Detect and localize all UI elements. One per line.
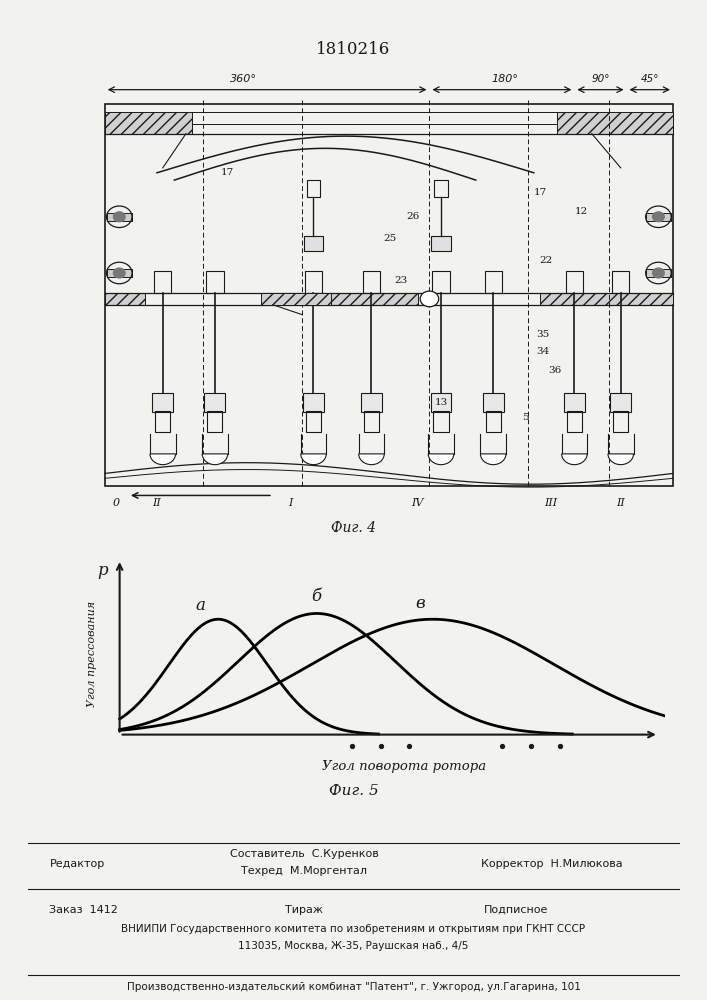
Text: III: III [544, 498, 558, 508]
Bar [564, 393, 585, 412]
Text: 22: 22 [539, 256, 553, 265]
Text: Подписное: Подписное [484, 905, 549, 915]
Text: Заказ  1412: Заказ 1412 [49, 905, 118, 915]
Text: I: I [288, 498, 293, 508]
Bar [107, 269, 132, 277]
Text: 13: 13 [436, 398, 448, 407]
Text: 12: 12 [574, 207, 588, 216]
Wedge shape [358, 454, 384, 465]
Bar [539, 293, 673, 305]
Text: 180°: 180° [491, 74, 518, 84]
Bar [207, 411, 223, 432]
Bar [105, 112, 192, 134]
Text: II: II [617, 498, 625, 508]
Bar [613, 411, 629, 432]
Bar [567, 411, 582, 432]
Text: Производственно-издательский комбинат "Патент", г. Ужгород, ул.Гагарина, 101: Производственно-издательский комбинат "П… [127, 982, 580, 992]
Bar [302, 293, 418, 305]
Wedge shape [561, 454, 587, 465]
Text: 17: 17 [221, 168, 234, 177]
Wedge shape [428, 454, 454, 465]
Bar [431, 393, 452, 412]
Text: 0: 0 [113, 498, 120, 508]
Text: 5: 5 [522, 413, 529, 422]
Text: Угол поворота ротора: Угол поворота ротора [322, 760, 486, 773]
Bar [364, 411, 379, 432]
Text: 17: 17 [534, 188, 547, 197]
Bar [612, 271, 629, 293]
Text: Редактор: Редактор [49, 859, 105, 869]
Wedge shape [202, 454, 228, 465]
Text: 45°: 45° [641, 74, 659, 84]
Bar [105, 293, 146, 305]
Bar [434, 180, 448, 197]
Bar [566, 271, 583, 293]
Bar [303, 236, 323, 251]
Text: Корректор  Н.Милюкова: Корректор Н.Милюкова [481, 859, 622, 869]
Text: 34: 34 [537, 347, 550, 356]
Text: 1810216: 1810216 [316, 41, 391, 58]
Bar [431, 236, 451, 251]
Wedge shape [150, 454, 175, 465]
Bar [433, 411, 448, 432]
Wedge shape [481, 454, 506, 465]
Bar [307, 180, 320, 197]
Bar [610, 393, 631, 412]
Text: а: а [195, 597, 205, 614]
Text: Фиг. 4: Фиг. 4 [331, 520, 376, 534]
Bar [483, 393, 503, 412]
Text: 25: 25 [383, 234, 397, 243]
Text: ВНИИПИ Государственного комитета по изобретениям и открытиям при ГКНТ СССР: ВНИИПИ Государственного комитета по изоб… [122, 924, 585, 934]
Bar [306, 411, 321, 432]
Bar [206, 271, 223, 293]
Bar [154, 271, 172, 293]
Bar [303, 393, 324, 412]
Circle shape [653, 268, 665, 278]
Text: 113035, Москва, Ж-35, Раушская наб., 4/5: 113035, Москва, Ж-35, Раушская наб., 4/5 [238, 941, 469, 951]
Wedge shape [300, 454, 326, 465]
Circle shape [420, 291, 439, 307]
Text: 35: 35 [537, 330, 550, 339]
Text: Тираж: Тираж [285, 905, 323, 915]
Text: 90°: 90° [591, 74, 609, 84]
Text: II: II [153, 498, 161, 508]
Text: IV: IV [411, 498, 424, 508]
Bar [361, 393, 382, 412]
Text: Техред  М.Моргентал: Техред М.Моргентал [241, 866, 367, 876]
Bar [152, 393, 173, 412]
Text: 23: 23 [395, 276, 408, 285]
Text: в: в [415, 595, 425, 612]
Wedge shape [608, 454, 633, 465]
Text: Составитель  С.Куренков: Составитель С.Куренков [230, 849, 378, 859]
Text: 26: 26 [407, 212, 419, 221]
Bar [204, 393, 226, 412]
Bar [433, 271, 450, 293]
Bar [484, 271, 502, 293]
Text: Фиг. 5: Фиг. 5 [329, 784, 378, 798]
Text: 360°: 360° [230, 74, 257, 84]
Circle shape [114, 268, 125, 278]
Circle shape [653, 212, 665, 222]
Bar [363, 271, 380, 293]
Bar [645, 269, 671, 277]
Bar [645, 213, 671, 221]
Text: р: р [97, 562, 107, 579]
Bar [486, 411, 501, 432]
Text: б: б [311, 588, 321, 605]
Text: Угол прессования: Угол прессования [87, 601, 97, 707]
Text: 36: 36 [549, 366, 561, 375]
Bar [156, 411, 170, 432]
Bar [107, 213, 132, 221]
Bar [105, 104, 673, 486]
Circle shape [114, 212, 125, 222]
Bar [557, 112, 673, 134]
Bar [305, 271, 322, 293]
Bar [262, 293, 331, 305]
